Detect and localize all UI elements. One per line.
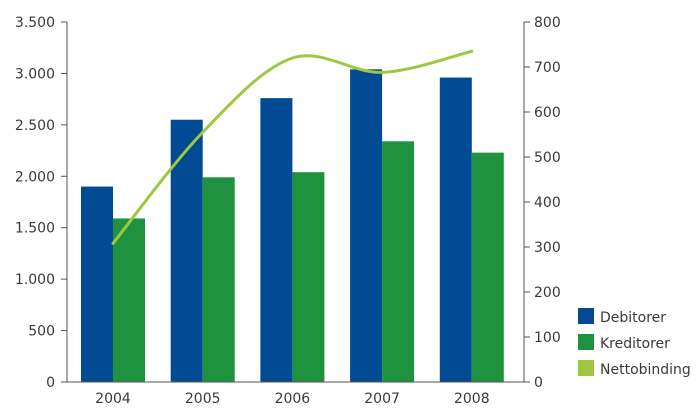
right-tick-label: 700 <box>534 60 561 76</box>
left-axis: 0 500 1.000 1.500 2.000 2.500 3.000 3.500 <box>15 15 68 391</box>
right-tick-label: 0 <box>534 375 543 391</box>
x-tick-label: 2007 <box>364 391 400 405</box>
x-tick-label: 2004 <box>95 391 131 405</box>
bar-kreditorer-2004 <box>113 218 145 382</box>
bar-kreditorer-2008 <box>471 152 504 382</box>
left-tick-label: 1.500 <box>15 221 55 237</box>
legend-swatch-kreditorer <box>578 334 594 350</box>
left-tick-label: 1.000 <box>15 272 55 288</box>
left-tick-label: 2.500 <box>15 118 55 134</box>
right-tick-label: 600 <box>534 105 561 121</box>
legend-swatch-nettobinding <box>578 360 594 376</box>
left-tick-label: 500 <box>28 324 55 340</box>
right-tick-label: 400 <box>534 195 561 211</box>
bar-debitorer-2006 <box>260 98 293 382</box>
legend-label: Debitorer <box>600 310 666 326</box>
right-axis: 0 100 200 300 400 500 600 700 800 <box>523 15 561 391</box>
legend-label: Kreditorer <box>600 336 670 352</box>
bar-kreditorer-2006 <box>292 172 325 382</box>
line-nettobinding <box>111 49 474 245</box>
bar-debitorer-2007 <box>350 69 383 383</box>
right-tick-label: 800 <box>534 15 561 31</box>
left-tick-label: 3.500 <box>15 15 55 31</box>
bar-kreditorer-2005 <box>202 177 235 382</box>
x-tick-label: 2005 <box>185 391 221 405</box>
legend: Debitorer Kreditorer Nettobinding <box>578 308 691 378</box>
legend-swatch-debitorer <box>578 308 594 324</box>
legend-label: Nettobinding <box>600 362 691 378</box>
left-tick-label: 0 <box>46 375 55 391</box>
left-tick-label: 3.000 <box>15 66 55 82</box>
right-tick-label: 100 <box>534 330 561 346</box>
bar-debitorer-2005 <box>170 119 203 382</box>
x-axis: 2004 2005 2006 2007 2008 <box>67 381 524 407</box>
right-tick-label: 500 <box>534 150 561 166</box>
line-layer <box>111 49 474 245</box>
bar-debitorer-2004 <box>81 186 113 382</box>
bars <box>81 69 504 383</box>
bar-kreditorer-2007 <box>382 141 415 382</box>
x-tick-label: 2008 <box>454 391 490 405</box>
right-tick-label: 300 <box>534 240 561 256</box>
right-tick-label: 200 <box>534 285 561 301</box>
x-tick-label: 2006 <box>275 391 311 405</box>
bar-debitorer-2008 <box>439 77 472 383</box>
left-tick-label: 2.000 <box>15 169 55 185</box>
